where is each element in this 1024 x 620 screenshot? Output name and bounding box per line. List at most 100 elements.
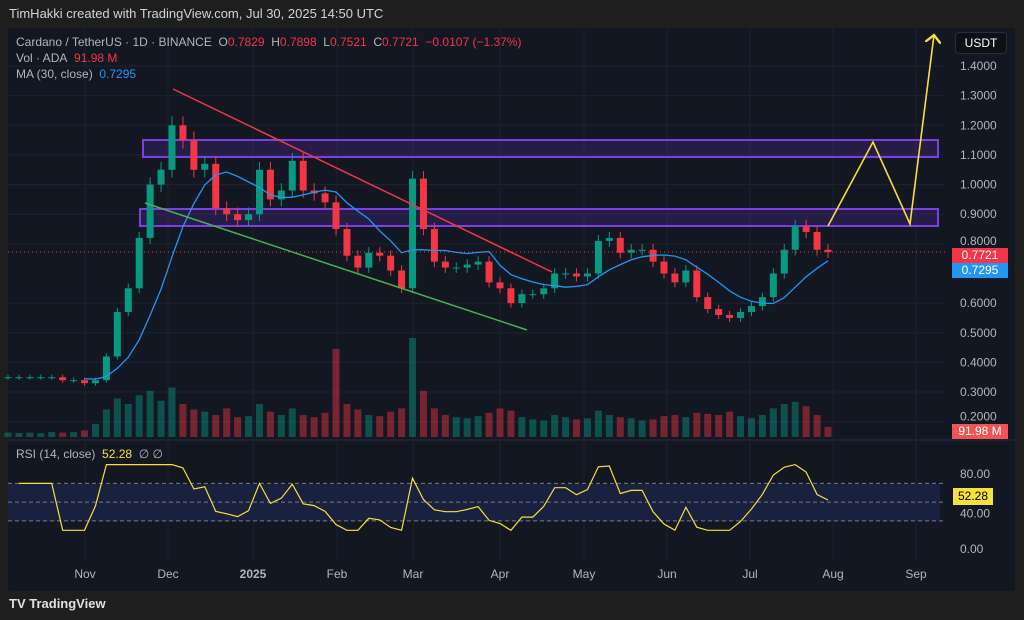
candle-body xyxy=(146,184,154,238)
close-value: 0.7721 xyxy=(382,35,419,49)
volume-bar xyxy=(441,415,449,437)
price-tick-label: 1.0000 xyxy=(960,178,997,192)
candle-body xyxy=(332,202,340,230)
downtrend-line-top[interactable] xyxy=(172,88,553,273)
volume-bar xyxy=(704,413,712,437)
volume-bar xyxy=(91,423,99,437)
volume-bar xyxy=(255,404,263,437)
volume-bar xyxy=(288,408,296,437)
grid xyxy=(8,28,945,560)
candle-body xyxy=(37,377,45,379)
credit-text: TimHakki created with TradingView.com, J… xyxy=(9,6,384,21)
volume-tag: 91.98 M xyxy=(952,424,1008,439)
volume-bar xyxy=(715,415,723,437)
time-axis[interactable]: Nov Dec 2025 Feb Mar Apr May Jun Jul Aug Sep xyxy=(74,567,927,581)
downtrend-line-bottom[interactable] xyxy=(144,202,528,331)
volume-bar xyxy=(321,412,329,437)
candle-body xyxy=(573,273,581,277)
candle-body xyxy=(48,377,56,379)
candle-body xyxy=(616,237,624,253)
legend-volume-row[interactable]: Vol · ADA 91.98 M xyxy=(16,51,117,65)
time-tick-label: Apr xyxy=(491,567,510,581)
currency-button[interactable]: USDT xyxy=(955,32,1007,54)
volume-bar xyxy=(769,408,777,437)
candle-body xyxy=(190,140,198,170)
volume-bar xyxy=(234,417,242,437)
candle-body xyxy=(376,252,384,256)
volume-bar xyxy=(26,432,34,437)
volume-bar xyxy=(671,415,679,437)
tradingview-logo[interactable]: TV TradingView xyxy=(9,596,106,611)
volume-bar xyxy=(737,416,745,437)
candle-body xyxy=(583,273,591,277)
volume-bar xyxy=(649,419,657,437)
volume-bar xyxy=(70,432,78,437)
candle-body xyxy=(168,125,176,170)
candle-body xyxy=(562,273,570,275)
time-tick-label: 2025 xyxy=(240,567,267,581)
volume-bar xyxy=(81,430,89,437)
volume-bar xyxy=(343,404,351,437)
volume-bar xyxy=(430,408,438,437)
candle-body xyxy=(223,208,231,215)
price-tick-label: 1.3000 xyxy=(960,89,997,103)
rsi-extra: ∅ ∅ xyxy=(138,447,163,461)
time-tick-label: Dec xyxy=(157,567,178,581)
resistance-box-upper[interactable] xyxy=(142,139,939,158)
volume-bar xyxy=(824,426,832,437)
price-tick-label: 1.1000 xyxy=(960,148,997,162)
candle-body xyxy=(463,264,471,268)
ma-line xyxy=(84,171,829,380)
candle-body xyxy=(441,261,449,268)
time-tick-label: May xyxy=(573,567,596,581)
candle-body xyxy=(485,261,493,283)
price-tick-label: 0.9000 xyxy=(960,207,997,221)
candle-body xyxy=(4,377,12,379)
time-tick-label: Mar xyxy=(403,567,424,581)
volume-bar xyxy=(627,418,635,437)
high-label: H xyxy=(271,35,280,49)
candle-body xyxy=(507,288,515,304)
candle-body xyxy=(201,163,209,170)
time-tick-label: Sep xyxy=(905,567,927,581)
candle-body xyxy=(540,288,548,295)
volume-bar xyxy=(157,400,165,437)
volume-bar xyxy=(485,412,493,437)
projection-path[interactable] xyxy=(827,35,934,227)
candle-body xyxy=(813,231,821,250)
legend-ma-row[interactable]: MA (30, close) 0.7295 xyxy=(16,67,136,81)
candle-body xyxy=(26,377,34,379)
legend-rsi-row[interactable]: RSI (14, close) 52.28 ∅ ∅ xyxy=(16,447,163,461)
volume-bar xyxy=(562,417,570,437)
candle-body xyxy=(398,270,406,289)
rsi-tick-label: 40.00 xyxy=(960,507,990,521)
time-tick-label: Jul xyxy=(742,567,757,581)
volume-bar xyxy=(594,410,602,437)
candle-body xyxy=(365,252,373,268)
rsi-value: 52.28 xyxy=(102,447,133,461)
price-tick-label: 0.3000 xyxy=(960,385,997,399)
volume-bar xyxy=(59,432,67,437)
volume-bar xyxy=(616,417,624,437)
volume-bar xyxy=(551,415,559,437)
candle-body xyxy=(266,169,274,200)
volume-bar xyxy=(266,411,274,437)
candle-body xyxy=(474,261,482,265)
volume-bar xyxy=(277,415,285,437)
volume-bar xyxy=(802,406,810,437)
candle-body xyxy=(157,169,165,185)
logo-icon: TV xyxy=(9,596,30,611)
candle-body xyxy=(518,294,526,304)
volume-bar xyxy=(168,387,176,437)
time-tick-label: Feb xyxy=(327,567,348,581)
volume-bar xyxy=(310,417,318,437)
candle-body xyxy=(693,270,701,298)
candle-body xyxy=(135,237,143,289)
rsi-tick-label: 0.00 xyxy=(960,542,984,556)
candle-body xyxy=(354,255,362,268)
volume-bar xyxy=(201,411,209,437)
candle-body xyxy=(671,273,679,283)
rsi-line xyxy=(18,463,829,532)
price-axis[interactable]: 1.4000 1.3000 1.2000 1.1000 1.0000 0.9000 0.80… xyxy=(960,59,997,556)
